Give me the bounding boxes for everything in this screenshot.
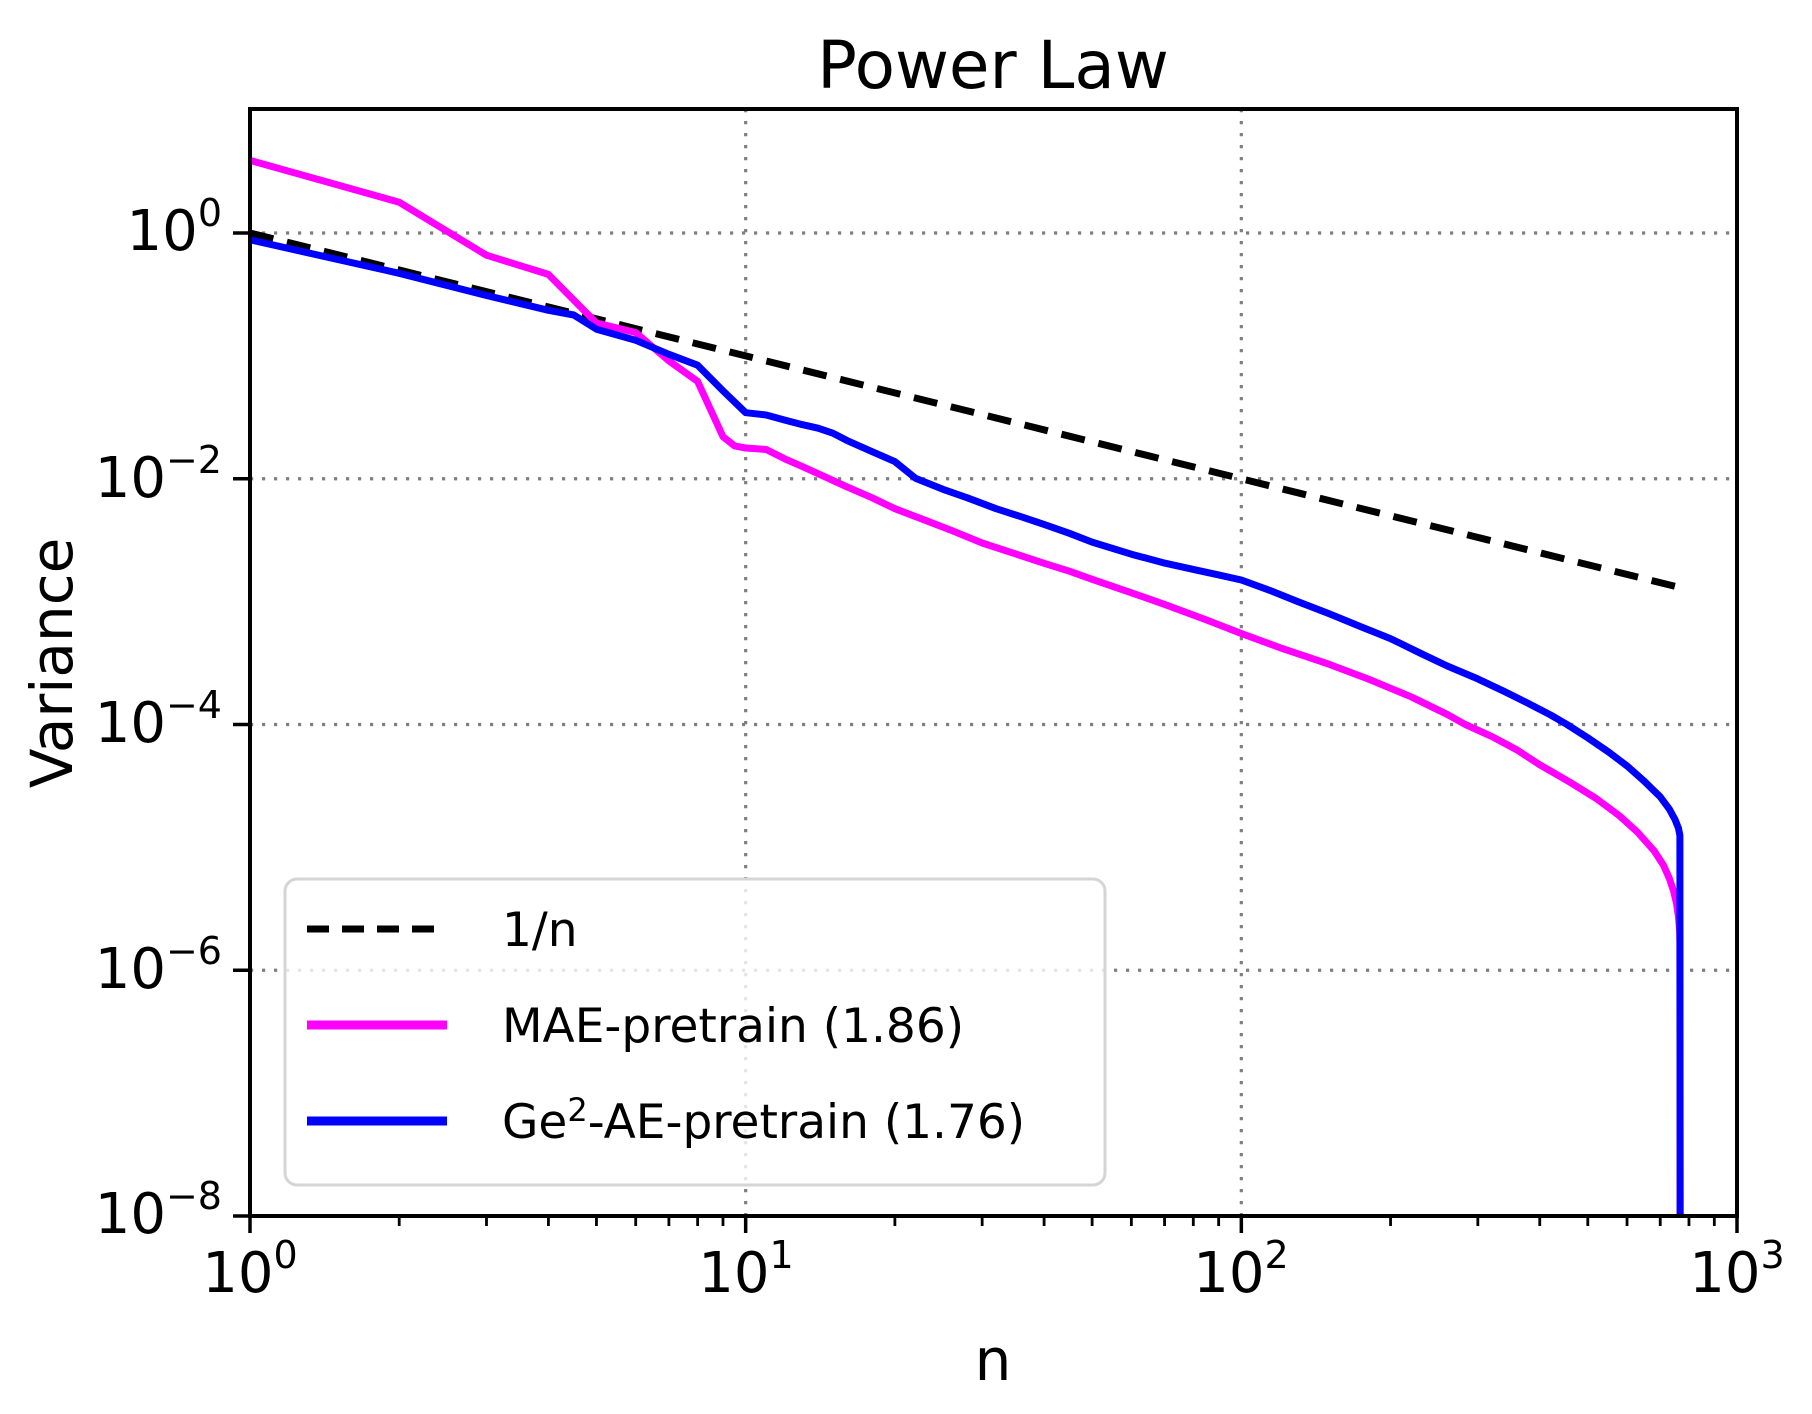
x-tick-label-1e3: 103 bbox=[1689, 1233, 1784, 1306]
plot-border bbox=[248, 107, 1739, 1218]
y-tick-label-1e-2: 10−2 bbox=[95, 438, 222, 511]
legend-item-mae: MAE-pretrain (1.86) bbox=[307, 999, 964, 1054]
legend: 1/n MAE-pretrain (1.86) Ge2-AE-pretrain … bbox=[283, 877, 1107, 1187]
legend-label-1n: 1/n bbox=[502, 903, 578, 958]
legend-label-mae: MAE-pretrain (1.86) bbox=[502, 999, 964, 1054]
x-axis-label: n bbox=[975, 1326, 1012, 1394]
y-tick-labels: 100 10−2 10−4 10−6 10−8 bbox=[95, 191, 222, 1247]
y-tick-label-1e-4: 10−4 bbox=[95, 683, 222, 756]
series-line-0 bbox=[250, 229, 1682, 591]
chart-title: Power Law bbox=[817, 27, 1169, 104]
legend-label-ge2ae: Ge2-AE-pretrain (1.76) bbox=[502, 1091, 1025, 1150]
series-line-2 bbox=[250, 236, 1684, 1216]
x-tick-label-1e2: 102 bbox=[1193, 1233, 1288, 1306]
legend-item-ge2ae: Ge2-AE-pretrain (1.76) bbox=[307, 1091, 1025, 1150]
tick-marks bbox=[233, 231, 1739, 1233]
x-tick-label-1e1: 101 bbox=[698, 1233, 793, 1306]
legend-item-1n: 1/n bbox=[307, 903, 578, 958]
y-tick-label-1e-6: 10−6 bbox=[95, 929, 222, 1002]
y-tick-label-1e-8: 10−8 bbox=[95, 1174, 222, 1247]
y-axis-label: Variance bbox=[18, 538, 86, 789]
series-lines bbox=[250, 157, 1684, 1216]
y-tick-label-1e0: 100 bbox=[127, 191, 222, 264]
x-tick-label-1e0: 100 bbox=[202, 1233, 297, 1306]
x-tick-labels: 100 101 102 103 bbox=[202, 1233, 1784, 1306]
gridlines bbox=[250, 109, 1737, 1216]
series-line-1 bbox=[250, 157, 1684, 1216]
legend-box bbox=[283, 877, 1107, 1187]
